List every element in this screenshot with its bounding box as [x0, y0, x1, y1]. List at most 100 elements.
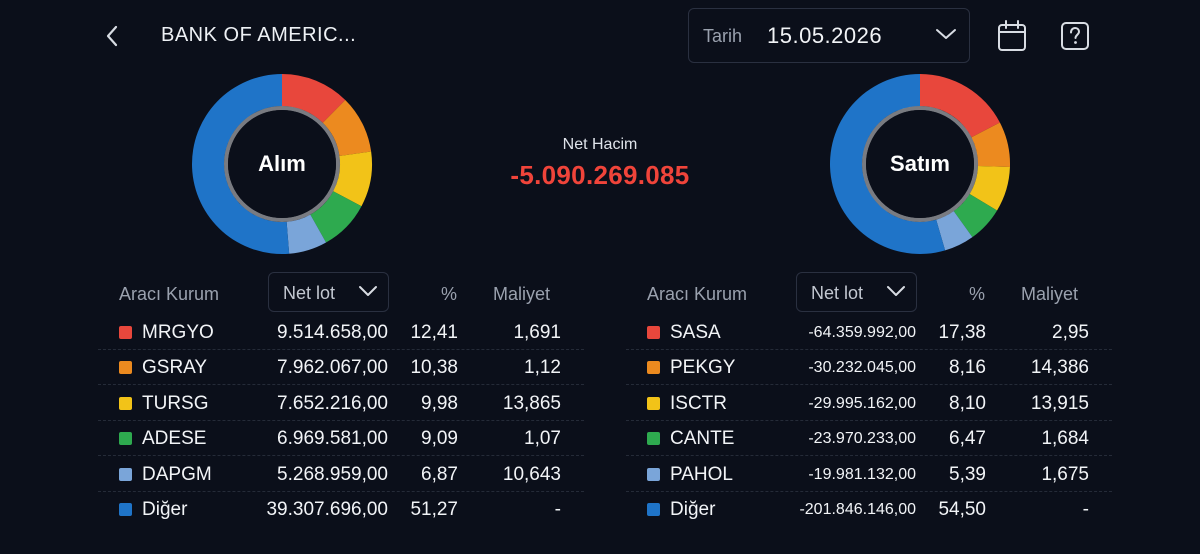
cost-value: 1,12	[524, 357, 561, 379]
color-swatch	[647, 361, 660, 375]
color-swatch	[119, 396, 132, 410]
chevron-down-icon	[359, 286, 377, 296]
chevron-down-icon	[887, 286, 905, 296]
sell-table-body: SASA -64.359.992,00 17,38 2,95 PEKGY -30.232.…	[626, 315, 1112, 527]
page-title: BANK OF AMERIC...	[161, 24, 357, 46]
percent-value: 8,16	[949, 357, 986, 379]
net-volume-value: -5.090.269.085	[510, 160, 690, 190]
net-lot-label: Net lot	[283, 283, 336, 303]
buy-donut-chart: Alım	[190, 72, 374, 256]
cost-value: 14,386	[1030, 357, 1089, 379]
sell-donut-slice-3	[969, 165, 1010, 211]
percent-value: 51,27	[410, 499, 458, 520]
color-swatch	[119, 326, 132, 339]
net-lot-value: 7.962.067,00	[277, 357, 388, 379]
color-swatch	[647, 396, 660, 410]
broker-code: Diğer	[142, 499, 188, 520]
color-swatch	[119, 361, 132, 375]
table-row[interactable]: SASA -64.359.992,00 17,38 2,95	[626, 315, 1112, 350]
percent-value: 10,38	[410, 357, 458, 379]
table-row[interactable]: ADESE 6.969.581,00 9,09 1,07	[98, 421, 584, 457]
table-row[interactable]: MRGYO 9.514.658,00 12,41 1,691	[98, 315, 584, 350]
net-lot-value: 9.514.658,00	[277, 322, 388, 343]
table-row[interactable]: CANTE -23.970.233,00 6,47 1,684	[626, 421, 1112, 457]
broker-code: GSRAY	[142, 357, 208, 379]
cost-value: -	[1082, 499, 1089, 520]
back-button[interactable]	[92, 18, 132, 54]
broker-code: ADESE	[142, 428, 207, 450]
buy-table-header: Aracı Kurum Net lot % Maliyet	[98, 272, 588, 312]
calendar-button[interactable]	[992, 16, 1032, 56]
net-lot-value: -30.232.045,00	[808, 359, 916, 377]
net-lot-value: -64.359.992,00	[808, 324, 916, 341]
net-lot-value: 6.969.581,00	[277, 428, 388, 450]
cost-value: -	[554, 499, 561, 520]
color-swatch	[647, 432, 660, 446]
net-lot-label: Net lot	[811, 283, 864, 303]
sell-net-lot-select[interactable]: Net lot	[796, 272, 917, 312]
broker-code: DAPGM	[142, 463, 212, 485]
table-row[interactable]: DAPGM 5.268.959,00 6,87 10,643	[98, 457, 584, 492]
sell-donut-slice-4	[953, 193, 998, 238]
net-lot-value: 5.268.959,00	[277, 463, 388, 485]
broker-code: ISCTR	[670, 392, 727, 414]
broker-code: PEKGY	[670, 357, 736, 379]
cost-value: 13,915	[1030, 392, 1089, 414]
table-row[interactable]: ISCTR -29.995.162,00 8,10 13,915	[626, 386, 1112, 421]
net-lot-value: -29.995.162,00	[808, 394, 916, 412]
table-row[interactable]: GSRAY 7.962.067,00 10,38 1,12	[98, 350, 584, 386]
percent-value: 17,38	[938, 322, 986, 343]
chevron-left-icon	[106, 25, 118, 47]
date-picker[interactable]: Tarih 15.05.2026	[688, 8, 970, 63]
date-value: 15.05.2026	[767, 23, 883, 48]
percent-value: 9,98	[421, 392, 458, 414]
buy-donut-slice-2	[322, 100, 372, 156]
color-swatch	[119, 432, 132, 446]
table-row[interactable]: PEKGY -30.232.045,00 8,16 14,386	[626, 350, 1112, 386]
cost-value: 1,675	[1041, 463, 1089, 485]
help-button[interactable]	[1055, 16, 1095, 56]
cost-value: 1,691	[513, 322, 561, 343]
percent-value: 6,47	[949, 428, 986, 450]
question-icon	[1061, 22, 1089, 50]
buy-label: Alım	[258, 151, 306, 176]
table-row[interactable]: TURSG 7.652.216,00 9,98 13,865	[98, 386, 584, 421]
percent-value: 8,10	[949, 392, 986, 414]
buy-donut-inner-ring	[224, 106, 340, 222]
broker-column-header: Aracı Kurum	[119, 284, 220, 304]
buy-donut-center	[228, 110, 336, 218]
table-row[interactable]: PAHOL -19.981.132,00 5,39 1,675	[626, 457, 1112, 492]
broker-code: SASA	[670, 322, 721, 343]
broker-code: PAHOL	[670, 463, 734, 485]
sell-donut-center	[866, 110, 974, 218]
cost-column-header: Maliyet	[493, 284, 551, 304]
color-swatch	[647, 467, 660, 481]
color-swatch	[647, 503, 660, 516]
net-volume-label: Net Hacim	[562, 136, 638, 153]
buy-donut-slice-6	[192, 74, 290, 254]
cost-value: 1,684	[1041, 428, 1089, 450]
sell-donut-slice-5	[936, 211, 973, 251]
buy-table-body: MRGYO 9.514.658,00 12,41 1,691 GSRAY 7.962.06…	[98, 315, 584, 527]
percent-value: 5,39	[949, 463, 986, 485]
broker-column-header: Aracı Kurum	[647, 284, 748, 304]
broker-code: Diğer	[670, 499, 716, 520]
sell-donut-slice-1	[920, 74, 1000, 138]
net-lot-value: -19.981.132,00	[808, 465, 916, 483]
broker-code: TURSG	[142, 392, 209, 414]
sell-donut-inner-ring	[862, 106, 978, 222]
chevron-down-icon	[936, 29, 956, 39]
percent-value: 12,41	[410, 322, 458, 343]
sell-donut-slice-6	[830, 74, 946, 254]
sell-label: Satım	[890, 151, 950, 176]
date-label: Tarih	[703, 26, 743, 46]
percent-value: 6,87	[421, 463, 458, 485]
table-row[interactable]: Diğer -201.846.146,00 54,50 -	[626, 492, 1112, 527]
buy-net-lot-select[interactable]: Net lot	[268, 272, 389, 312]
sell-table-header: Aracı Kurum Net lot % Maliyet	[626, 272, 1116, 312]
cost-value: 2,95	[1052, 322, 1089, 343]
net-lot-value: 39.307.696,00	[266, 499, 388, 520]
net-lot-value: -201.846.146,00	[799, 501, 916, 518]
table-row[interactable]: Diğer 39.307.696,00 51,27 -	[98, 492, 584, 527]
calendar-icon	[998, 20, 1026, 51]
